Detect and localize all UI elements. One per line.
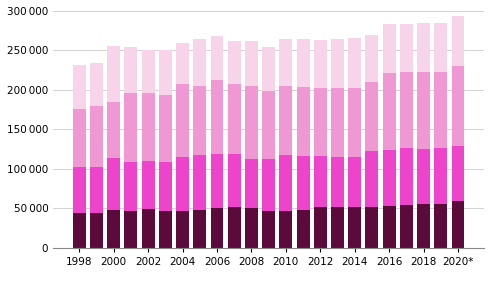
- Bar: [124, 47, 137, 93]
- Bar: [417, 72, 430, 149]
- Bar: [400, 205, 413, 248]
- Bar: [279, 86, 292, 155]
- Bar: [417, 23, 430, 72]
- Bar: [245, 86, 258, 159]
- Bar: [262, 91, 275, 159]
- Bar: [314, 207, 327, 248]
- Bar: [193, 155, 206, 210]
- Bar: [159, 210, 172, 248]
- Bar: [417, 204, 430, 248]
- Bar: [176, 43, 189, 84]
- Bar: [348, 88, 361, 157]
- Bar: [141, 209, 155, 248]
- Bar: [90, 63, 103, 106]
- Bar: [365, 35, 379, 82]
- Bar: [228, 154, 241, 207]
- Bar: [279, 210, 292, 248]
- Bar: [228, 84, 241, 154]
- Bar: [159, 50, 172, 95]
- Bar: [141, 93, 155, 161]
- Bar: [193, 39, 206, 86]
- Bar: [159, 95, 172, 162]
- Bar: [176, 84, 189, 157]
- Bar: [400, 72, 413, 148]
- Bar: [262, 210, 275, 248]
- Bar: [435, 148, 447, 204]
- Bar: [314, 156, 327, 207]
- Bar: [279, 39, 292, 86]
- Bar: [348, 157, 361, 207]
- Bar: [245, 208, 258, 248]
- Bar: [417, 149, 430, 204]
- Legend: I, II, III, IV: I, II, III, IV: [207, 300, 330, 302]
- Bar: [365, 82, 379, 151]
- Bar: [435, 72, 447, 148]
- Bar: [400, 148, 413, 205]
- Bar: [348, 207, 361, 248]
- Bar: [176, 210, 189, 248]
- Bar: [124, 210, 137, 248]
- Bar: [452, 201, 464, 248]
- Bar: [331, 88, 344, 157]
- Bar: [211, 208, 223, 248]
- Bar: [452, 66, 464, 146]
- Bar: [400, 24, 413, 72]
- Bar: [297, 210, 309, 248]
- Bar: [314, 88, 327, 156]
- Bar: [73, 109, 85, 167]
- Bar: [331, 157, 344, 207]
- Bar: [124, 93, 137, 162]
- Bar: [435, 204, 447, 248]
- Bar: [211, 80, 223, 154]
- Bar: [107, 158, 120, 210]
- Bar: [245, 159, 258, 208]
- Bar: [73, 213, 85, 248]
- Bar: [159, 162, 172, 210]
- Bar: [331, 39, 344, 88]
- Bar: [141, 161, 155, 209]
- Bar: [348, 38, 361, 88]
- Bar: [211, 154, 223, 208]
- Bar: [193, 86, 206, 155]
- Bar: [262, 47, 275, 91]
- Bar: [331, 207, 344, 248]
- Bar: [365, 207, 379, 248]
- Bar: [382, 73, 396, 150]
- Bar: [382, 206, 396, 248]
- Bar: [297, 156, 309, 210]
- Bar: [452, 17, 464, 66]
- Bar: [297, 39, 309, 87]
- Bar: [90, 213, 103, 248]
- Bar: [228, 207, 241, 248]
- Bar: [176, 157, 189, 210]
- Bar: [193, 210, 206, 248]
- Bar: [124, 162, 137, 210]
- Bar: [73, 66, 85, 109]
- Bar: [73, 167, 85, 213]
- Bar: [279, 155, 292, 210]
- Bar: [365, 151, 379, 207]
- Bar: [107, 46, 120, 102]
- Bar: [211, 36, 223, 80]
- Bar: [90, 167, 103, 213]
- Bar: [452, 146, 464, 201]
- Bar: [262, 159, 275, 210]
- Bar: [435, 23, 447, 72]
- Bar: [141, 50, 155, 93]
- Bar: [228, 41, 241, 84]
- Bar: [382, 150, 396, 206]
- Bar: [314, 40, 327, 88]
- Bar: [107, 210, 120, 248]
- Bar: [245, 41, 258, 86]
- Bar: [382, 24, 396, 73]
- Bar: [297, 87, 309, 156]
- Bar: [107, 102, 120, 158]
- Bar: [90, 106, 103, 167]
